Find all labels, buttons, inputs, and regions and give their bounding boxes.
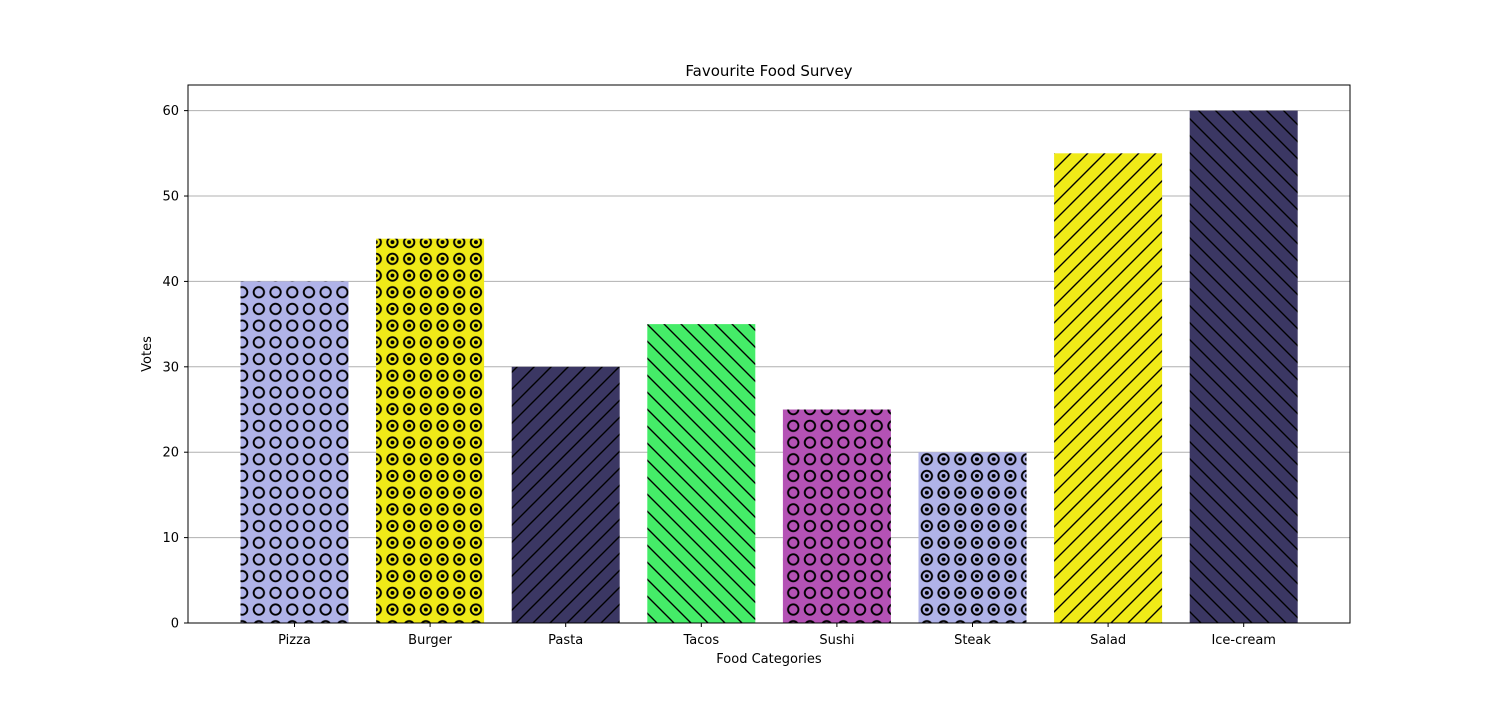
grid-lines xyxy=(188,110,1350,624)
bar-pasta xyxy=(511,366,620,623)
bar-sushi xyxy=(782,409,891,623)
y-tick-label: 0 xyxy=(171,617,179,632)
x-tick-label: Ice-cream xyxy=(1211,633,1276,648)
x-tick-label: Steak xyxy=(954,633,991,648)
x-tick-label: Burger xyxy=(408,633,453,648)
y-tick-label: 30 xyxy=(162,360,179,375)
y-tick-label: 40 xyxy=(162,275,179,290)
y-tick-label: 50 xyxy=(162,190,179,205)
y-tick-label: 10 xyxy=(162,531,179,546)
x-tick-label: Tacos xyxy=(682,633,719,648)
bar-pizza xyxy=(240,281,349,623)
bars xyxy=(240,110,1298,624)
x-axis-label: Food Categories xyxy=(716,652,822,667)
y-axis-label: Votes xyxy=(140,336,155,372)
x-tick-label: Pizza xyxy=(278,633,311,648)
x-tick-label: Sushi xyxy=(819,633,854,648)
x-tick-label: Pasta xyxy=(548,633,583,648)
bar-salad xyxy=(1054,153,1163,624)
y-tick-label: 20 xyxy=(162,446,179,461)
bar-ice-cream xyxy=(1189,110,1298,624)
y-axis-ticks: 0 10 20 30 40 50 60 xyxy=(162,104,188,632)
x-axis-ticks: Pizza Burger Pasta Tacos Sushi Steak Salad Ice-… xyxy=(278,623,1276,648)
x-tick-label: Salad xyxy=(1090,633,1126,648)
bar-tacos xyxy=(647,324,756,623)
plot-frame xyxy=(187,84,1351,624)
y-tick-label: 60 xyxy=(162,104,179,119)
chart-title: Favourite Food Survey xyxy=(685,62,852,80)
bar-steak xyxy=(918,452,1027,623)
bar-burger xyxy=(376,238,485,623)
